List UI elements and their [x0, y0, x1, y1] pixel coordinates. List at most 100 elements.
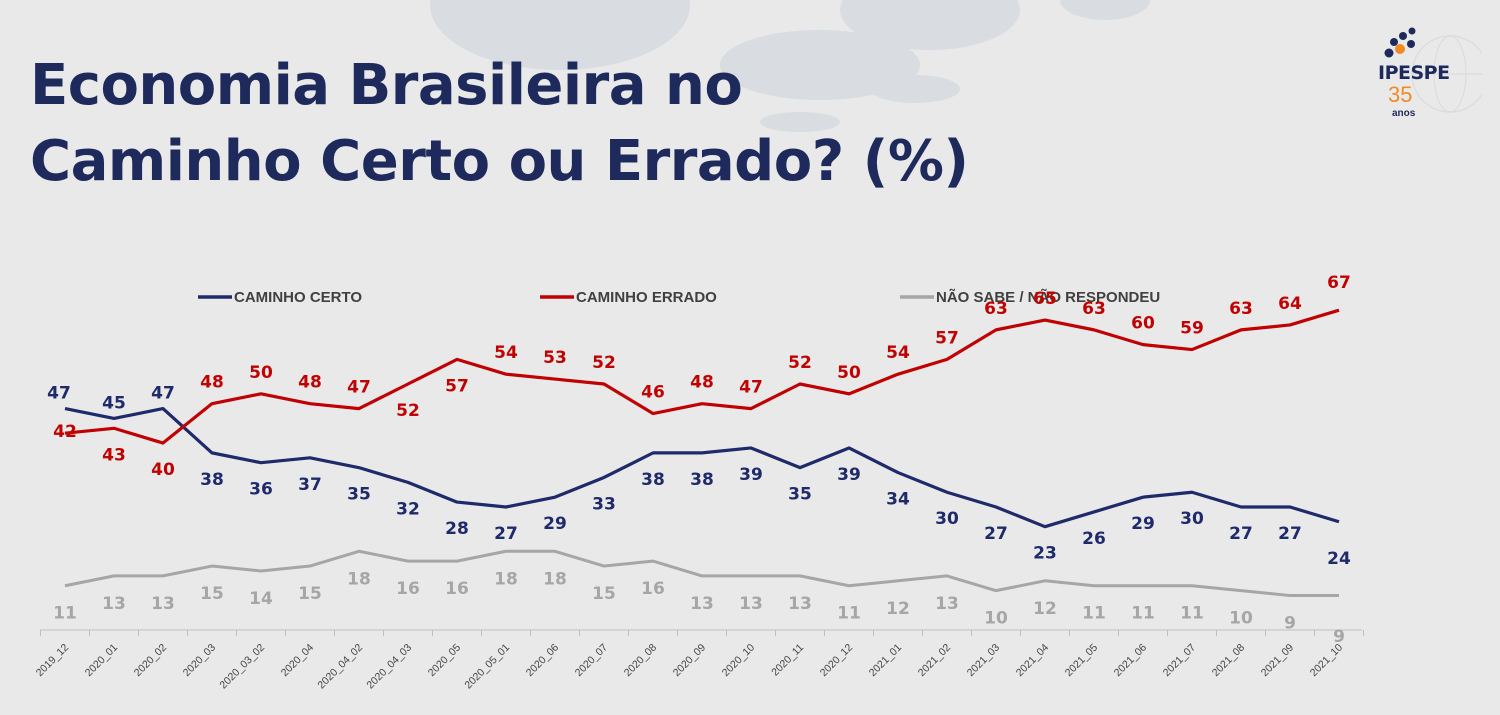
data-label-1: 63: [1229, 299, 1253, 319]
data-label-1: 67: [1327, 273, 1351, 293]
data-label-0: 29: [1131, 514, 1155, 534]
data-label-1: 46: [641, 383, 665, 403]
x-tick-label: 2021_01: [867, 642, 905, 680]
x-tick-label: 2021_03: [965, 642, 1003, 680]
data-label-0: 26: [1082, 529, 1106, 549]
data-label-1: 53: [543, 348, 567, 368]
data-label-0: 32: [396, 499, 420, 519]
x-tick-label: 2020_05_01: [462, 642, 512, 692]
data-label-2: 11: [1082, 604, 1106, 624]
x-tick-label: 2021_02: [916, 642, 954, 680]
data-label-0: 47: [47, 384, 71, 404]
data-label-0: 39: [739, 465, 763, 485]
x-tick-label: 2020_04: [279, 642, 317, 680]
data-label-2: 18: [347, 569, 371, 589]
data-label-0: 27: [984, 524, 1008, 544]
series-line-0: [64, 407, 1340, 529]
series-line-1: [64, 308, 1340, 445]
series-line-2: [64, 549, 1339, 598]
x-tick-label: 2020_04_03: [364, 642, 414, 692]
data-label-0: 38: [200, 470, 224, 490]
data-label-1: 47: [739, 378, 763, 398]
data-label-0: 35: [788, 485, 812, 505]
data-label-0: 45: [102, 393, 126, 413]
data-label-2: 9: [1333, 627, 1345, 647]
data-label-1: 52: [592, 353, 616, 373]
page-title: Economia Brasileira no Caminho Certo ou …: [30, 48, 969, 200]
data-label-1: 57: [935, 328, 959, 348]
x-tick-label: 2020_10: [720, 642, 758, 680]
data-label-0: 27: [1229, 524, 1253, 544]
data-label-2: 12: [886, 599, 910, 619]
data-label-2: 13: [690, 594, 714, 614]
data-label-1: 47: [347, 378, 371, 398]
data-label-2: 15: [200, 584, 224, 604]
x-tick-label: 2020_12: [818, 642, 856, 680]
data-label-2: 13: [151, 594, 175, 614]
data-label-1: 65: [1033, 289, 1057, 309]
data-label-1: 52: [788, 353, 812, 373]
x-tick-label: 2020_01: [83, 642, 121, 680]
x-tick-label: 2021_10: [1308, 642, 1346, 680]
data-label-0: 35: [347, 485, 371, 505]
background-shape: [1060, 0, 1150, 20]
data-label-2: 18: [543, 569, 567, 589]
data-label-2: 16: [396, 579, 420, 599]
data-label-0: 36: [249, 480, 273, 500]
data-label-1: 63: [984, 299, 1008, 319]
data-label-1: 48: [690, 373, 714, 393]
data-label-2: 14: [249, 589, 273, 609]
x-tick-label: 2021_06: [1112, 642, 1150, 680]
data-label-2: 9: [1284, 614, 1296, 634]
data-label-0: 39: [837, 465, 861, 485]
data-label-2: 12: [1033, 599, 1057, 619]
data-label-2: 11: [837, 604, 861, 624]
data-label-0: 38: [690, 470, 714, 490]
title-line-1: Economia Brasileira no: [30, 53, 743, 118]
data-label-2: 10: [1229, 609, 1253, 629]
title-line-2: Caminho Certo ou Errado? (%): [30, 129, 969, 194]
x-tick-label: 2020_02: [132, 642, 170, 680]
x-tick-label: 2021_08: [1210, 642, 1248, 680]
logo-globe-icon: [1384, 27, 1482, 113]
data-label-2: 15: [298, 584, 322, 604]
data-label-1: 54: [494, 343, 518, 363]
data-label-2: 10: [984, 609, 1008, 629]
data-label-2: 13: [739, 594, 763, 614]
x-tick-label: 2020_09: [671, 642, 709, 680]
x-tick-label: 2020_06: [524, 642, 562, 680]
logo-number: 35: [1388, 82, 1413, 107]
data-label-1: 57: [445, 376, 469, 396]
data-label-2: 16: [445, 579, 469, 599]
data-label-0: 28: [445, 519, 469, 539]
x-tick-label: 2020_05: [426, 642, 464, 680]
x-tick-label: 2020_08: [622, 642, 660, 680]
data-label-2: 18: [494, 569, 518, 589]
x-tick-label: 2021_04: [1014, 642, 1052, 680]
data-label-2: 11: [1180, 604, 1204, 624]
data-label-2: 13: [102, 594, 126, 614]
data-label-1: 48: [298, 373, 322, 393]
x-tick-label: 2021_07: [1161, 642, 1199, 680]
data-label-0: 27: [494, 524, 518, 544]
data-label-2: 11: [1131, 604, 1155, 624]
data-label-0: 33: [592, 494, 616, 514]
data-label-1: 52: [396, 401, 420, 421]
x-tick-label: 2019_12: [34, 642, 72, 680]
logo-name: IPESPE: [1378, 62, 1450, 84]
x-tick-label: 2020_11: [769, 642, 806, 679]
background-shape: [870, 75, 960, 103]
data-label-0: 38: [641, 470, 665, 490]
data-label-2: 15: [592, 584, 616, 604]
legend-label-1: CAMINHO ERRADO: [576, 289, 717, 306]
data-label-1: 43: [102, 445, 126, 465]
data-label-2: 16: [641, 579, 665, 599]
data-label-0: 23: [1033, 544, 1057, 564]
data-label-1: 59: [1180, 319, 1204, 339]
x-tick-label: 2021_05: [1063, 642, 1101, 680]
x-tick-label: 2020_03_02: [217, 642, 267, 692]
data-label-2: 13: [935, 594, 959, 614]
data-label-2: 13: [788, 594, 812, 614]
data-label-0: 30: [935, 509, 959, 529]
